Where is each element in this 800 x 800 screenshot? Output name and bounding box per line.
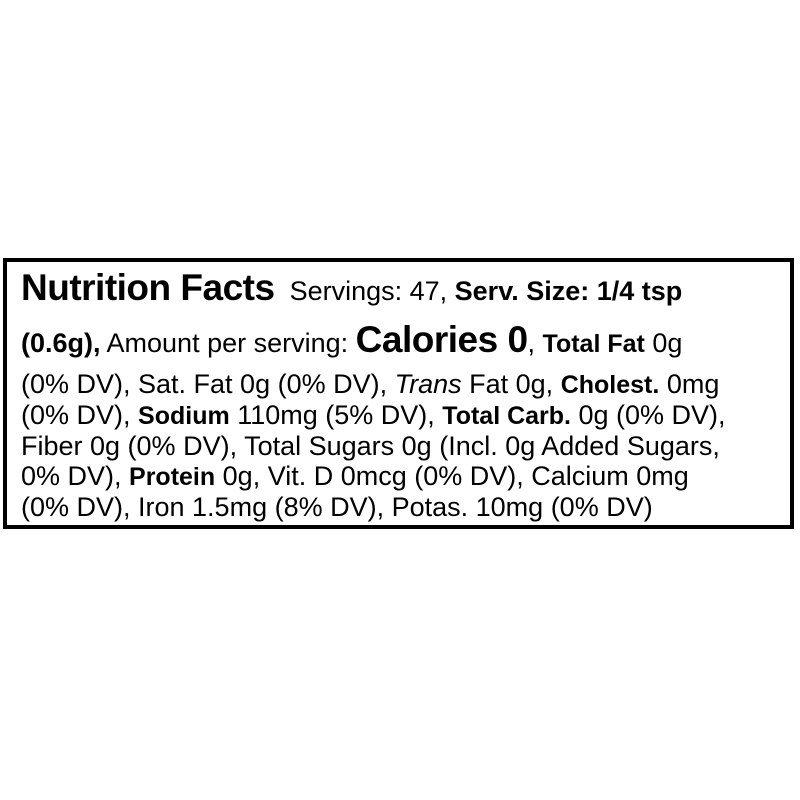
serving-size-text: Serv. Size: 1/4 tsp — [454, 276, 683, 306]
nutrition-facts-label: Nutrition Facts Servings: 47, Serv. Size… — [3, 258, 794, 529]
nutrition-facts-title: Nutrition Facts — [21, 267, 275, 308]
fiber-sugars-text: Fiber 0g (0% DV), Total Sugars 0g (Incl.… — [21, 431, 720, 461]
trans-fat-label: Trans — [394, 369, 462, 399]
protein-vitamins-text: 0g, Vit. D 0mcg (0% DV), Calcium 0mg — [215, 461, 689, 491]
label-line-protein-vitamins: 0% DV), Protein 0g, Vit. D 0mcg (0% DV),… — [21, 461, 784, 492]
amount-per-serving-text: Amount per serving: — [100, 328, 356, 358]
serving-weight-text: (0.6g), — [21, 328, 101, 358]
label-line-title: Nutrition Facts Servings: 47, Serv. Size… — [21, 264, 784, 315]
total-carb-value: 0g (0% DV), — [571, 400, 726, 430]
total-carb-label: Total Carb. — [442, 402, 571, 430]
servings-count-text: Servings: 47, — [274, 276, 455, 306]
label-line-fiber-sugars: Fiber 0g (0% DV), Total Sugars 0g (Incl.… — [21, 431, 784, 461]
sodium-value: 110mg (5% DV), — [229, 400, 443, 430]
total-fat-label: Total Fat — [542, 330, 645, 358]
trans-fat-value: Fat 0g, — [461, 369, 561, 399]
cholesterol-label: Cholest. — [560, 371, 660, 399]
sat-fat-text: (0% DV), Sat. Fat 0g (0% DV), — [21, 369, 395, 399]
label-line-minerals: (0% DV), Iron 1.5mg (8% DV), Potas. 10mg… — [21, 492, 784, 522]
protein-label: Protein — [129, 463, 216, 491]
cholesterol-dv-text: (0% DV), — [21, 400, 139, 430]
added-sugars-dv-text: 0% DV), — [21, 461, 130, 491]
cholesterol-value: 0mg — [659, 369, 720, 399]
calories-value: Calories 0 — [355, 319, 528, 360]
label-line-sodium-carb: (0% DV), Sodium 110mg (5% DV), Total Car… — [21, 400, 784, 431]
label-line-fats: (0% DV), Sat. Fat 0g (0% DV), Trans Fat … — [21, 369, 784, 400]
separator-text: , — [527, 328, 543, 358]
total-fat-value: 0g — [644, 328, 683, 358]
minerals-text: (0% DV), Iron 1.5mg (8% DV), Potas. 10mg… — [21, 492, 653, 522]
label-line-calories: (0.6g), Amount per serving: Calories 0, … — [21, 315, 784, 369]
sodium-label: Sodium — [138, 402, 230, 430]
